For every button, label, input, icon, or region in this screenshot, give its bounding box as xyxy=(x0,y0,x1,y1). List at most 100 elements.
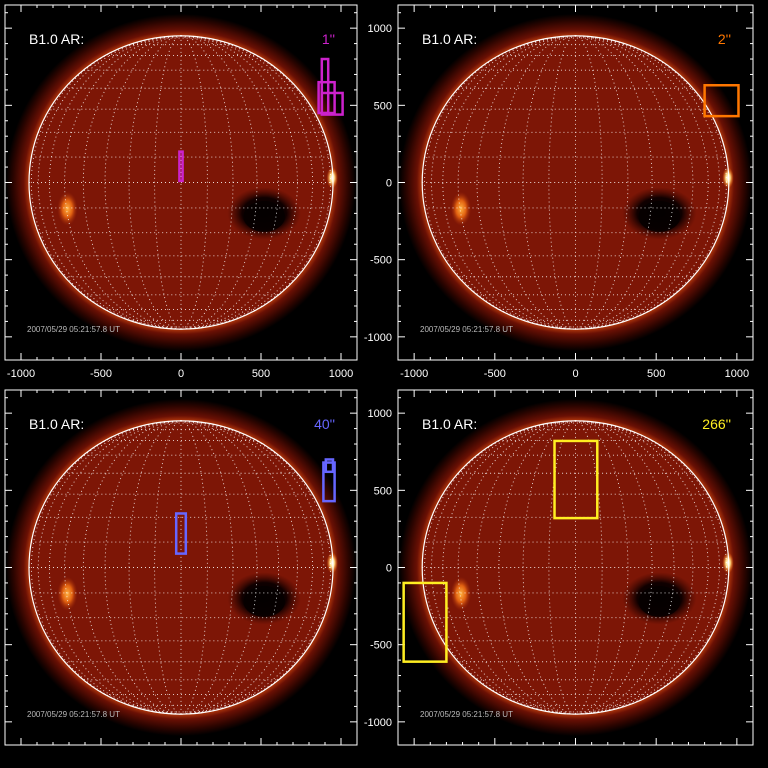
grid-longitude-line xyxy=(154,420,182,715)
x-tick-label: -1000 xyxy=(7,368,35,380)
solar-limb-circle xyxy=(421,420,730,715)
solar-disk-image xyxy=(6,13,356,352)
y-tick-label: 1000 xyxy=(368,408,392,420)
y-tick-label: 500 xyxy=(374,100,392,112)
flare-ar-label: B1.0 AR: xyxy=(422,416,477,432)
solar-disk-image xyxy=(6,398,356,737)
slit-width-label: 40'' xyxy=(314,416,335,432)
grid-longitude-line xyxy=(128,420,182,715)
timestamp-label: 2007/05/29 05:21:57.8 UT xyxy=(27,325,120,334)
raster-field-box xyxy=(320,91,344,116)
grid-longitude-line xyxy=(128,35,182,330)
bright-limb-point xyxy=(326,167,338,189)
grid-longitude-line xyxy=(430,35,576,330)
raster-field-box xyxy=(174,512,188,555)
x-tick-label: 500 xyxy=(647,368,665,380)
grid-longitude-line xyxy=(575,35,721,330)
grid-longitude-line xyxy=(180,420,234,715)
y-tick-label: -1000 xyxy=(364,717,392,729)
raster-field-box xyxy=(324,458,335,474)
grid-longitude-line xyxy=(30,35,182,330)
solar-panel-4: 1000 500 0 -500 -1000 B1.0 AR: 266'' 2007/05/29… xyxy=(364,389,754,746)
grid-longitude-line xyxy=(180,35,208,330)
grid-longitude-line xyxy=(430,420,576,715)
grid-longitude-line xyxy=(82,420,182,715)
heliographic-grid xyxy=(422,35,729,330)
flare-ar-label: B1.0 AR: xyxy=(29,31,84,47)
grid-longitude-line xyxy=(180,420,332,715)
bright-limb-point xyxy=(722,552,734,574)
raster-field-box xyxy=(553,439,599,520)
grid-longitude-line xyxy=(180,35,332,330)
x-tick-label: -1000 xyxy=(400,368,428,380)
y-tick-label: 0 xyxy=(386,178,392,190)
solar-disk-image xyxy=(399,398,752,737)
slit-width-label: 266'' xyxy=(702,416,731,432)
dark-region-core xyxy=(638,201,681,232)
grid-longitude-line xyxy=(180,35,280,330)
grid-longitude-line xyxy=(548,35,576,330)
y-tick-label: 1000 xyxy=(368,23,392,35)
grid-longitude-line xyxy=(180,420,280,715)
grid-longitude-line xyxy=(180,420,208,715)
dark-region-core xyxy=(243,201,285,232)
active-region-east xyxy=(450,576,472,611)
timestamp-label: 2007/05/29 05:21:57.8 UT xyxy=(420,710,513,719)
grid-longitude-line xyxy=(575,35,603,330)
timestamp-label: 2007/05/29 05:21:57.8 UT xyxy=(420,325,513,334)
grid-longitude-line xyxy=(154,35,182,330)
slit-width-label: 2'' xyxy=(718,31,731,47)
x-tick-label: 0 xyxy=(572,368,578,380)
solar-limb-circle xyxy=(28,35,334,330)
raster-field-box xyxy=(317,80,336,115)
solar-panel-3: B1.0 AR: 40'' 2007/05/29 05:21:57.8 UT xyxy=(4,389,358,746)
y-tick-label: 0 xyxy=(386,563,392,575)
y-tick-label: -500 xyxy=(370,255,392,267)
grid-longitude-line xyxy=(82,35,182,330)
grid-longitude-line xyxy=(548,420,576,715)
bright-limb-point xyxy=(326,552,338,574)
slit-width-label: 1'' xyxy=(322,31,335,47)
y-tick-label: 500 xyxy=(374,485,392,497)
heliographic-grid xyxy=(29,420,333,715)
raster-field-box xyxy=(703,84,740,118)
solar-limb-circle xyxy=(421,35,730,330)
grid-longitude-line xyxy=(37,35,182,330)
heliographic-grid xyxy=(29,35,333,330)
grid-longitude-line xyxy=(575,420,603,715)
dark-region-core xyxy=(243,586,285,617)
flare-ar-label: B1.0 AR: xyxy=(422,31,477,47)
solar-panel-2: -1000 -500 0 500 1000 1000 500 0 -500 -1000 B1.0 A… xyxy=(364,4,754,380)
grid-longitude-line xyxy=(64,35,182,330)
grid-longitude-line xyxy=(64,420,182,715)
solar-panel-1: -1000 -500 0 500 1000 B1.0 AR: 1'' 2007/05/29 0… xyxy=(4,4,358,380)
x-tick-label: 0 xyxy=(178,368,184,380)
y-tick-label: -1000 xyxy=(364,332,392,344)
grid-longitude-line xyxy=(30,420,182,715)
x-tick-label: -500 xyxy=(484,368,506,380)
grid-longitude-line xyxy=(575,420,721,715)
grid-longitude-line xyxy=(180,420,298,715)
x-tick-label: 1000 xyxy=(329,368,353,380)
grid-longitude-line xyxy=(37,420,182,715)
active-region-east xyxy=(450,191,472,226)
solar-limb-circle xyxy=(28,420,334,715)
raster-field-box xyxy=(178,150,184,183)
solar-disk-image xyxy=(399,13,752,352)
flare-ar-label: B1.0 AR: xyxy=(29,416,84,432)
grid-longitude-line xyxy=(180,35,234,330)
grid-longitude-line xyxy=(180,35,298,330)
raster-field-box xyxy=(402,581,448,663)
bright-limb-point xyxy=(722,167,734,189)
x-tick-label: -500 xyxy=(90,368,112,380)
active-region-east xyxy=(57,191,78,226)
x-tick-label: 500 xyxy=(252,368,270,380)
raster-field-box xyxy=(322,461,336,503)
timestamp-label: 2007/05/29 05:21:57.8 UT xyxy=(27,710,120,719)
active-region-east xyxy=(57,576,78,611)
dark-region-core xyxy=(638,586,681,617)
grid-longitude-line xyxy=(180,420,325,715)
grid-longitude-line xyxy=(180,35,325,330)
x-tick-label: 1000 xyxy=(725,368,749,380)
